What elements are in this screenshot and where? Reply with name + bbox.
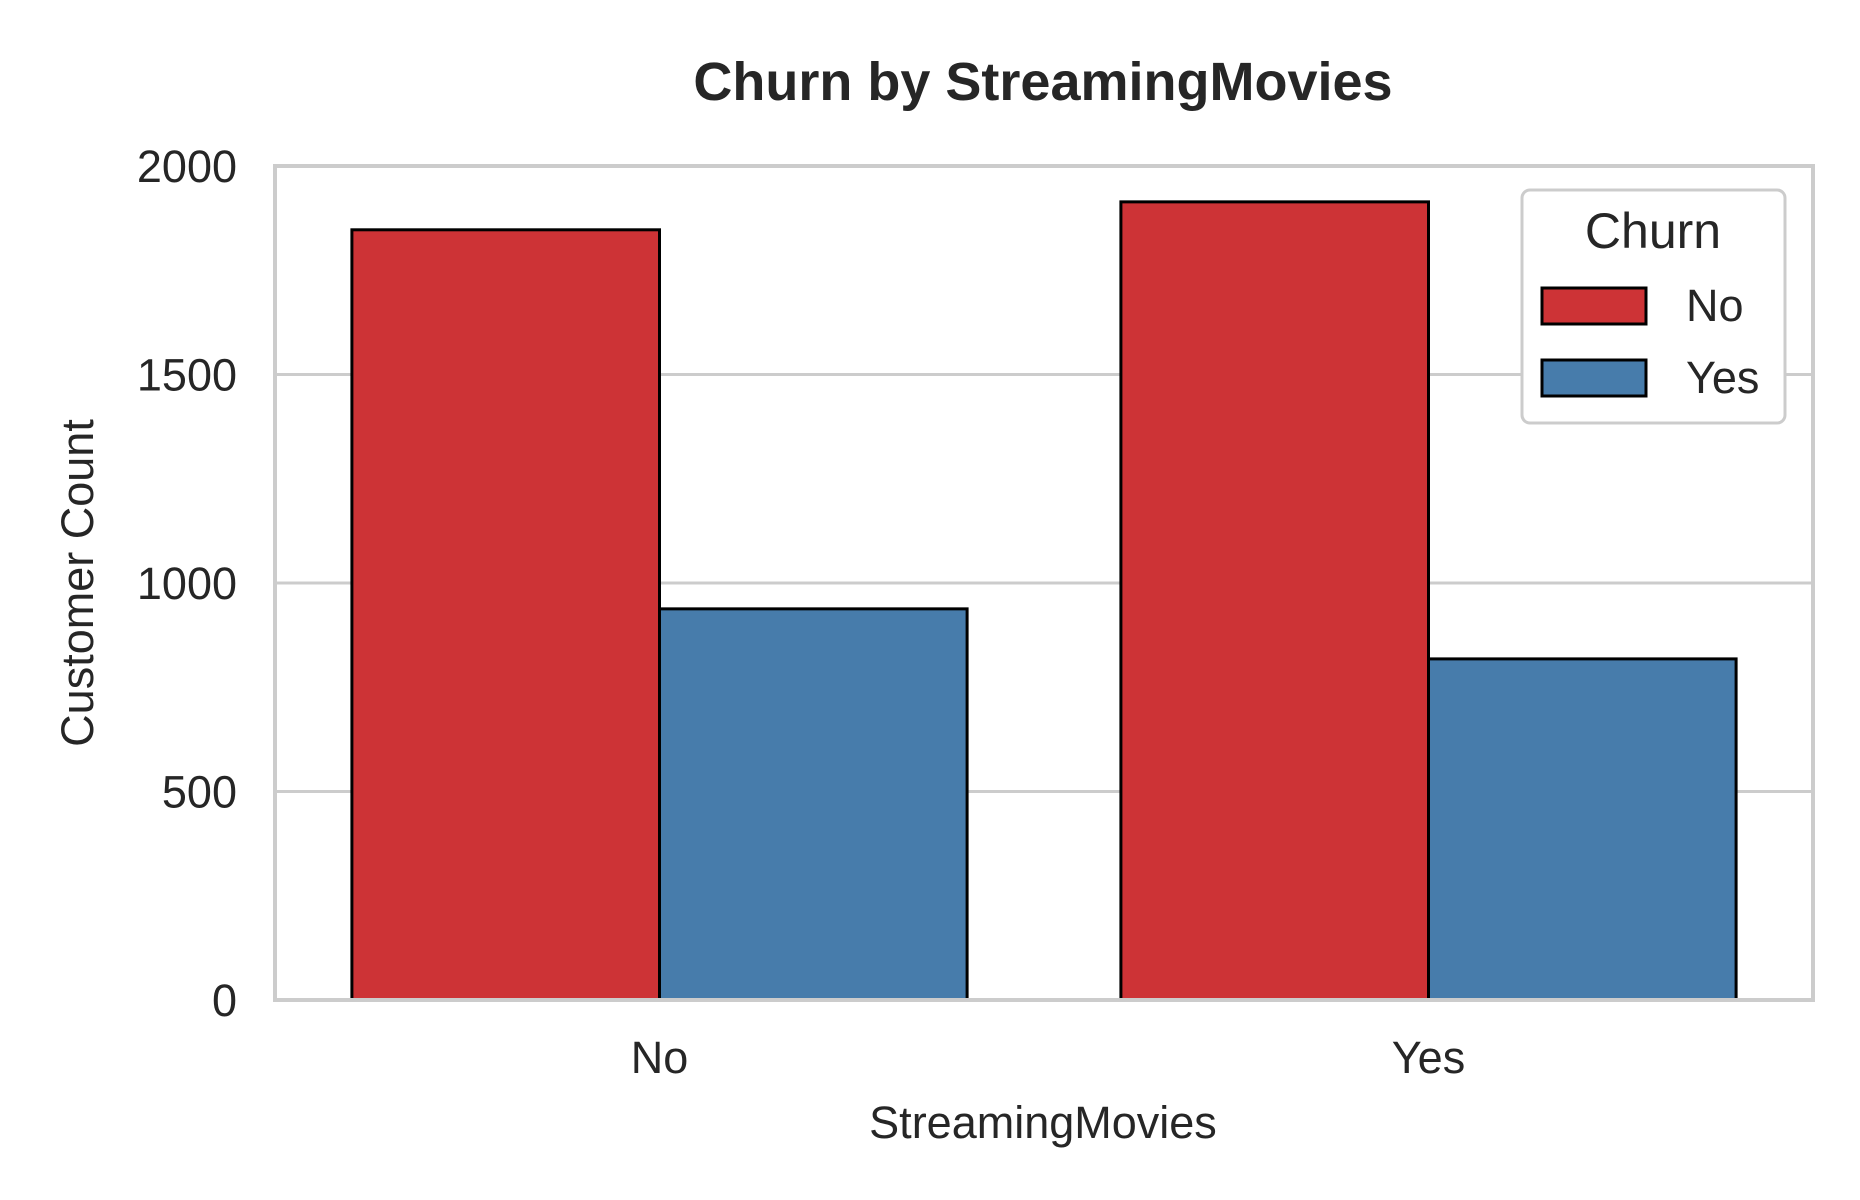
y-tick-label: 1500 <box>137 350 237 401</box>
legend-title: Churn <box>1585 203 1721 259</box>
legend: Churn No Yes <box>1520 188 1787 425</box>
x-axis-label: StreamingMovies <box>869 1097 1217 1148</box>
y-axis-label: Customer Count <box>52 419 103 747</box>
bar-no-no <box>350 228 661 1002</box>
legend-label: Yes <box>1686 352 1759 403</box>
bar-yes-yes <box>1427 657 1738 1002</box>
legend-label: No <box>1686 280 1744 331</box>
y-tick-label: 0 <box>212 975 237 1026</box>
x-tick-label: No <box>631 1032 689 1083</box>
y-tick-label: 1000 <box>137 558 237 609</box>
y-tick-label: 500 <box>162 767 237 818</box>
legend-swatch <box>1540 286 1648 326</box>
bar-yes-no <box>658 607 969 1002</box>
plot-frame <box>273 164 1815 1002</box>
x-axis-ticks: No Yes <box>631 1032 1465 1083</box>
y-axis-ticks: 0 500 1000 1500 2000 <box>137 141 237 1026</box>
legend-swatch <box>1540 358 1648 398</box>
bars <box>350 200 1738 1002</box>
y-tick-label: 2000 <box>137 141 237 192</box>
x-tick-label: Yes <box>1392 1032 1465 1083</box>
bar-no-yes <box>1119 200 1431 1002</box>
legend-items: No Yes <box>1540 280 1759 403</box>
chart-title: Churn by StreamingMovies <box>693 52 1392 112</box>
